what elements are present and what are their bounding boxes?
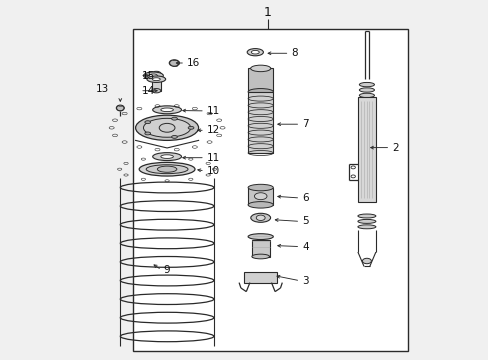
Ellipse shape — [144, 121, 150, 123]
Ellipse shape — [357, 220, 375, 223]
Ellipse shape — [350, 175, 355, 178]
Ellipse shape — [247, 234, 273, 239]
Text: 9: 9 — [163, 265, 170, 275]
Bar — [251, 240, 269, 257]
Ellipse shape — [250, 213, 270, 222]
Ellipse shape — [359, 88, 374, 92]
Ellipse shape — [362, 258, 371, 264]
Ellipse shape — [149, 74, 157, 77]
Ellipse shape — [151, 89, 161, 93]
Ellipse shape — [161, 155, 173, 158]
Ellipse shape — [359, 82, 374, 87]
Ellipse shape — [157, 166, 177, 172]
Text: 11: 11 — [206, 153, 220, 163]
Ellipse shape — [146, 76, 165, 82]
Text: 6: 6 — [302, 193, 308, 203]
Ellipse shape — [247, 202, 273, 208]
Text: 5: 5 — [302, 216, 308, 226]
Ellipse shape — [171, 117, 177, 120]
Ellipse shape — [251, 50, 259, 54]
Bar — [133, 29, 407, 351]
Ellipse shape — [247, 49, 263, 56]
Bar — [247, 68, 273, 92]
Text: 16: 16 — [186, 58, 200, 68]
Ellipse shape — [139, 162, 195, 176]
Ellipse shape — [350, 166, 355, 169]
Ellipse shape — [169, 60, 179, 66]
Ellipse shape — [144, 132, 150, 135]
Ellipse shape — [247, 184, 273, 191]
Ellipse shape — [146, 165, 188, 174]
Text: 4: 4 — [302, 242, 308, 252]
Text: 13: 13 — [96, 84, 109, 94]
Bar — [244, 272, 276, 283]
Ellipse shape — [152, 78, 160, 81]
Ellipse shape — [256, 215, 264, 220]
Ellipse shape — [159, 123, 175, 132]
Text: 14: 14 — [142, 86, 155, 96]
Ellipse shape — [135, 115, 198, 140]
Text: 3: 3 — [302, 276, 308, 286]
Bar — [357, 97, 375, 202]
Ellipse shape — [251, 254, 269, 259]
Ellipse shape — [254, 193, 266, 200]
Text: 15: 15 — [142, 71, 155, 81]
Ellipse shape — [152, 153, 181, 161]
Text: 8: 8 — [291, 48, 297, 58]
Ellipse shape — [357, 214, 375, 218]
Ellipse shape — [357, 225, 375, 229]
Text: 10: 10 — [206, 166, 220, 176]
Text: 7: 7 — [302, 119, 308, 129]
Ellipse shape — [116, 105, 124, 111]
Ellipse shape — [151, 71, 161, 76]
Ellipse shape — [247, 89, 273, 95]
Ellipse shape — [143, 118, 190, 137]
Bar — [151, 73, 161, 91]
Ellipse shape — [250, 65, 270, 72]
Text: 11: 11 — [206, 106, 220, 116]
Ellipse shape — [359, 93, 374, 98]
Bar — [247, 92, 273, 153]
Ellipse shape — [152, 106, 181, 114]
Text: 2: 2 — [391, 143, 398, 153]
Ellipse shape — [161, 108, 173, 112]
Ellipse shape — [188, 126, 194, 129]
Ellipse shape — [171, 135, 177, 138]
Bar — [247, 188, 273, 205]
Text: 12: 12 — [206, 125, 220, 135]
Text: 1: 1 — [264, 6, 271, 19]
Ellipse shape — [143, 72, 163, 79]
